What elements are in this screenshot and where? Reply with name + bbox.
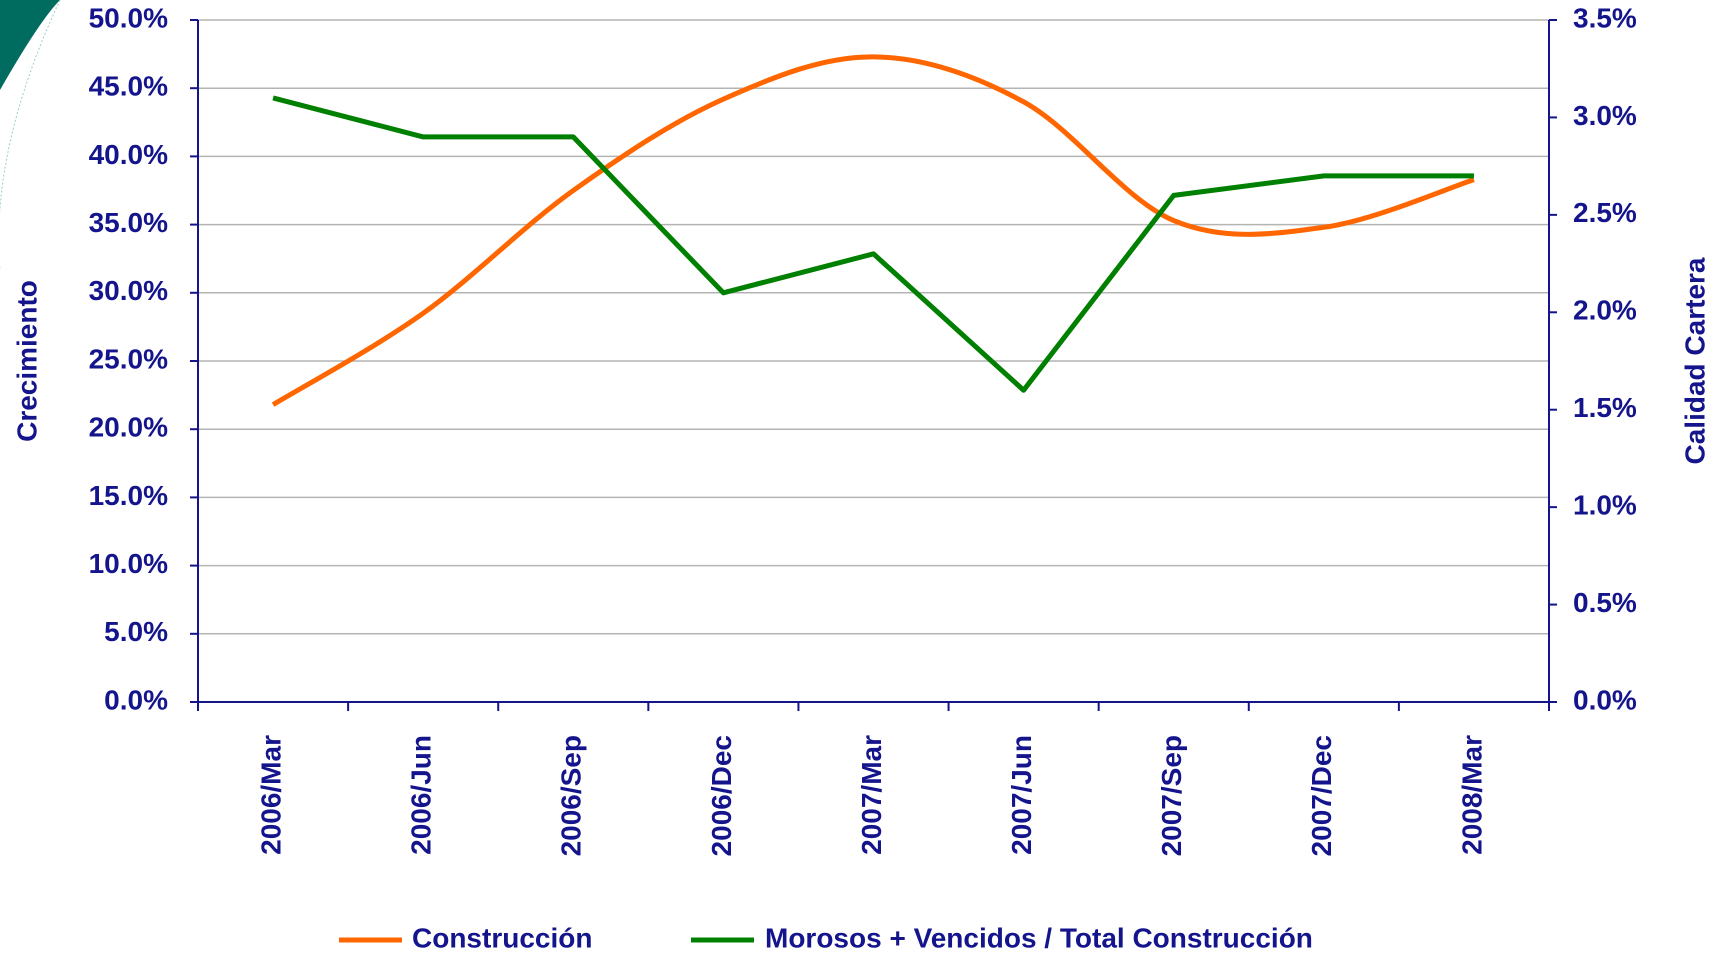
- y-tick-label: 5.0%: [104, 616, 168, 647]
- y2-tick-label: 3.5%: [1573, 2, 1637, 33]
- x-tick-label: 2006/Dec: [706, 735, 737, 856]
- x-tick-label: 2006/Jun: [406, 735, 437, 855]
- y-axis-title: Crecimiento: [11, 280, 42, 442]
- y-tick-label: 35.0%: [89, 207, 168, 238]
- y-tick-label: 20.0%: [89, 412, 168, 443]
- y2-tick-label: 1.0%: [1573, 490, 1637, 521]
- y-tick-label: 25.0%: [89, 343, 168, 374]
- y-tick-label: 15.0%: [89, 480, 168, 511]
- y-tick-label: 10.0%: [89, 548, 168, 579]
- corner-arc: [0, 0, 61, 270]
- y2-tick-label: 2.0%: [1573, 295, 1637, 326]
- y2-tick-label: 0.5%: [1573, 587, 1637, 618]
- y2-tick-label: 0.0%: [1573, 684, 1637, 715]
- y-tick-label: 45.0%: [89, 71, 168, 102]
- y-tick-label: 30.0%: [89, 275, 168, 306]
- y2-axis-title: Calidad Cartera: [1679, 257, 1710, 464]
- x-tick-label: 2006/Sep: [556, 735, 587, 856]
- x-tick-label: 2007/Dec: [1306, 735, 1337, 856]
- series-line: [271, 54, 1475, 407]
- x-tick-label: 2007/Mar: [856, 735, 887, 855]
- y2-tick-label: 1.5%: [1573, 392, 1637, 423]
- x-tick-label: 2007/Jun: [1006, 735, 1037, 855]
- y-tick-label: 40.0%: [89, 139, 168, 170]
- x-tick-label: 2007/Sep: [1156, 735, 1187, 856]
- y-tick-label: 50.0%: [89, 2, 168, 33]
- y-tick-label: 0.0%: [104, 684, 168, 715]
- x-tick-label: 2006/Mar: [255, 735, 286, 855]
- y2-tick-label: 2.5%: [1573, 197, 1637, 228]
- y2-tick-label: 3.0%: [1573, 100, 1637, 131]
- legend-label: Morosos + Vencidos / Total Construcción: [765, 922, 1313, 953]
- x-tick-label: 2008/Mar: [1456, 735, 1487, 855]
- corner-decoration: [0, 0, 60, 90]
- legend-label: Construcción: [412, 922, 592, 953]
- series-line: [272, 95, 1474, 393]
